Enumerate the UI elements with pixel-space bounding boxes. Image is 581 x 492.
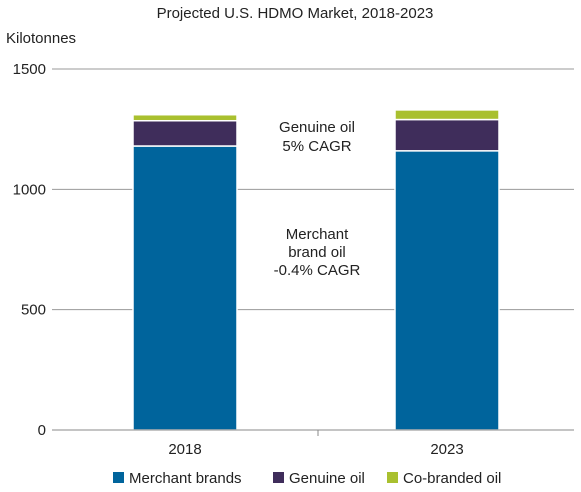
bars [132,109,500,431]
y-axis-label: Kilotonnes [6,30,76,47]
x-tick-label-2023: 2023 [430,441,463,458]
y-tick-label-0: 0 [38,422,46,439]
x-tick-labels: 2018 2023 [168,441,463,458]
y-tick-label-1000: 1000 [13,181,46,198]
legend-swatch-merchant-brands [113,472,124,483]
chart-title: Projected U.S. HDMO Market, 2018-2023 [157,5,434,22]
annotation-genuine-oil-line2: 5% CAGR [282,138,351,155]
y-tick-label-1500: 1500 [13,61,46,78]
annotation-merchant-line1: Merchant [286,226,349,243]
bar-2018-genuine-oil [132,119,238,147]
legend-swatch-genuine-oil [273,472,284,483]
bar-2023-co-branded-oil [394,109,500,121]
x-tick-label-2018: 2018 [168,441,201,458]
legend: Merchant brands Genuine oil Co-branded oil [113,470,501,487]
legend-label-genuine-oil: Genuine oil [289,470,365,487]
y-tick-label-500: 500 [21,302,46,319]
bar-2023-merchant-brands [394,150,500,431]
y-tick-labels: 0 500 1000 1500 [13,61,46,439]
legend-label-co-branded-oil: Co-branded oil [403,470,501,487]
bar-2023-genuine-oil [394,118,500,152]
legend-swatch-co-branded-oil [387,472,398,483]
bar-2018-co-branded-oil [132,113,238,122]
annotation-merchant-line3: -0.4% CAGR [274,262,361,279]
annotation-genuine-oil-line1: Genuine oil [279,119,355,136]
annotation-merchant-line2: brand oil [288,244,346,261]
legend-label-merchant-brands: Merchant brands [129,470,242,487]
bar-2018-merchant-brands [132,145,238,431]
